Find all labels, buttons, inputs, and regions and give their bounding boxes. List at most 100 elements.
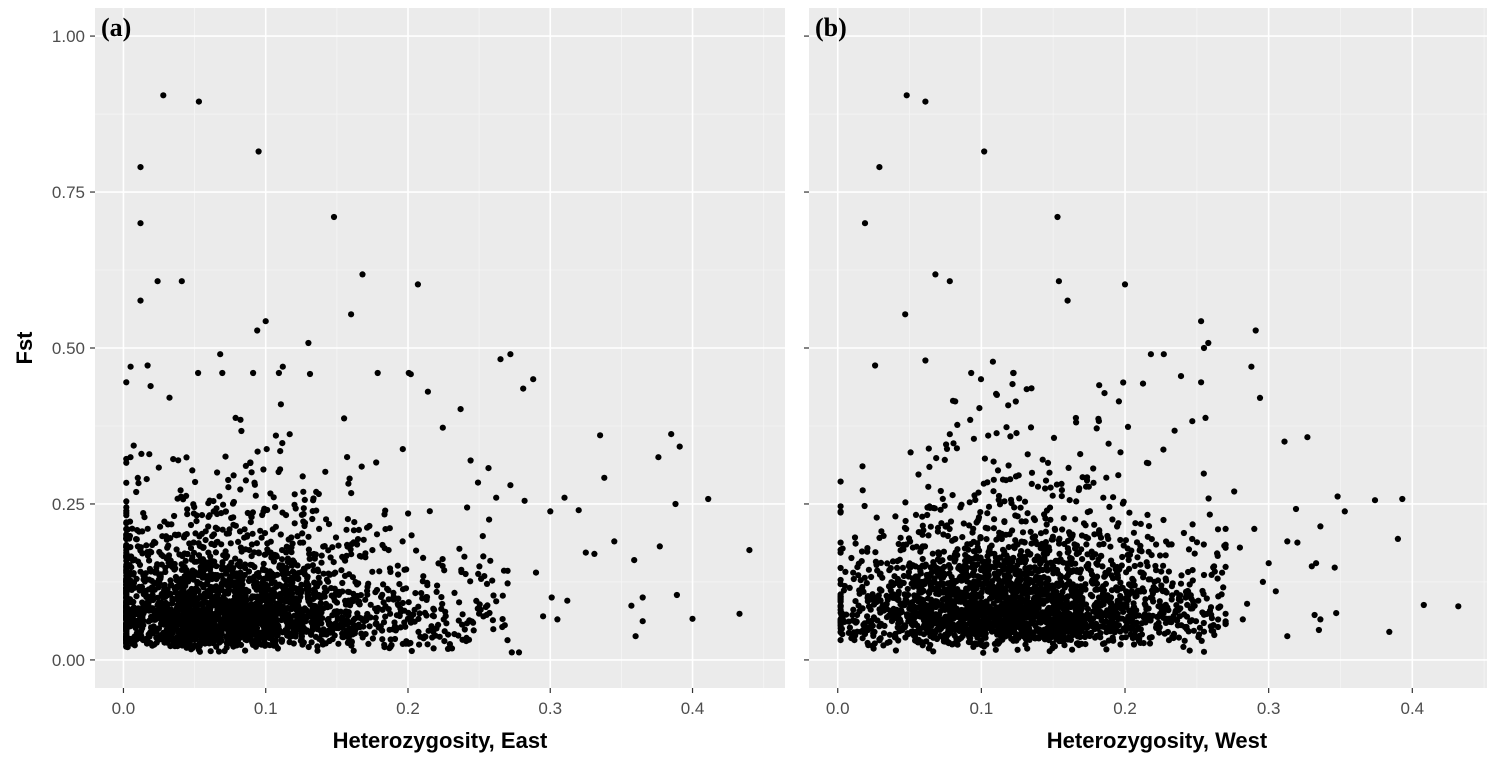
data-point — [464, 504, 471, 511]
data-point — [242, 601, 249, 608]
data-point — [493, 494, 500, 501]
data-point — [1044, 459, 1052, 466]
data-point — [405, 599, 412, 606]
data-point — [474, 479, 482, 486]
data-point — [267, 549, 274, 556]
data-point — [1222, 563, 1229, 571]
data-point — [259, 566, 267, 574]
data-point — [953, 445, 961, 452]
data-point — [225, 583, 233, 590]
data-point — [1153, 586, 1160, 594]
data-point — [152, 616, 159, 623]
data-point — [154, 602, 161, 609]
data-point — [628, 602, 635, 609]
data-point — [358, 463, 365, 470]
data-point — [995, 570, 1002, 578]
data-point — [149, 630, 156, 637]
data-point — [155, 464, 162, 471]
data-point — [260, 466, 267, 473]
data-point — [839, 545, 846, 552]
data-point — [458, 568, 465, 576]
data-point — [190, 576, 197, 583]
data-point — [461, 553, 468, 560]
y-tick-label: 0.00 — [52, 651, 85, 670]
data-point — [906, 560, 913, 567]
data-point — [1033, 541, 1041, 548]
data-point — [180, 534, 188, 541]
data-point — [894, 564, 901, 572]
data-point — [850, 569, 857, 576]
data-point — [915, 471, 922, 478]
data-point — [969, 529, 976, 536]
data-point — [134, 527, 141, 534]
data-point — [1084, 508, 1091, 516]
data-point — [850, 606, 857, 613]
data-point — [1119, 615, 1126, 622]
data-point — [286, 599, 293, 606]
data-point — [1130, 577, 1137, 584]
data-point — [467, 457, 474, 464]
data-point — [249, 641, 257, 649]
data-point — [430, 645, 437, 652]
data-point — [1180, 529, 1187, 537]
data-point — [1076, 485, 1083, 492]
data-point — [655, 454, 662, 461]
data-point — [325, 615, 332, 623]
data-point — [1042, 528, 1049, 535]
data-point — [158, 617, 165, 624]
data-point — [1208, 615, 1215, 622]
data-point — [250, 619, 257, 627]
data-point — [424, 641, 431, 648]
data-point — [139, 550, 146, 557]
data-point — [123, 592, 130, 599]
data-point — [1198, 637, 1205, 645]
data-point — [176, 551, 183, 558]
data-point — [408, 532, 415, 539]
data-point — [192, 478, 199, 486]
data-point — [271, 579, 278, 586]
data-point — [359, 271, 366, 278]
data-point — [1026, 577, 1033, 585]
data-point — [480, 553, 487, 560]
data-point — [279, 440, 286, 447]
data-point — [170, 456, 177, 463]
data-point — [1200, 470, 1207, 477]
data-point — [848, 554, 855, 562]
data-point — [232, 555, 239, 562]
data-point — [1001, 498, 1008, 505]
data-point — [195, 552, 203, 559]
data-point — [486, 516, 493, 523]
data-point — [412, 590, 419, 597]
data-point — [123, 532, 130, 539]
data-point — [968, 369, 975, 377]
data-point — [1079, 474, 1086, 481]
data-point — [374, 604, 382, 612]
data-point — [343, 552, 350, 560]
data-point — [273, 643, 280, 650]
data-point — [591, 550, 598, 558]
data-point — [958, 501, 965, 508]
data-point — [435, 621, 442, 629]
data-point — [305, 339, 312, 347]
data-point — [1093, 425, 1100, 432]
data-point — [1175, 634, 1182, 641]
data-point — [1057, 572, 1064, 580]
data-point — [1157, 552, 1164, 559]
data-point — [940, 589, 947, 596]
data-point — [178, 278, 185, 285]
data-point — [300, 518, 307, 525]
data-point — [251, 630, 258, 637]
data-point — [439, 424, 446, 431]
data-point — [341, 415, 348, 422]
data-point — [211, 594, 218, 601]
data-point — [222, 453, 229, 460]
data-point — [995, 492, 1003, 500]
data-point — [391, 635, 399, 643]
data-point — [311, 555, 318, 562]
data-point — [532, 569, 540, 576]
data-point — [1154, 613, 1161, 621]
data-point — [970, 548, 978, 555]
data-point — [486, 609, 493, 617]
data-point — [967, 416, 974, 423]
data-point — [189, 467, 196, 474]
